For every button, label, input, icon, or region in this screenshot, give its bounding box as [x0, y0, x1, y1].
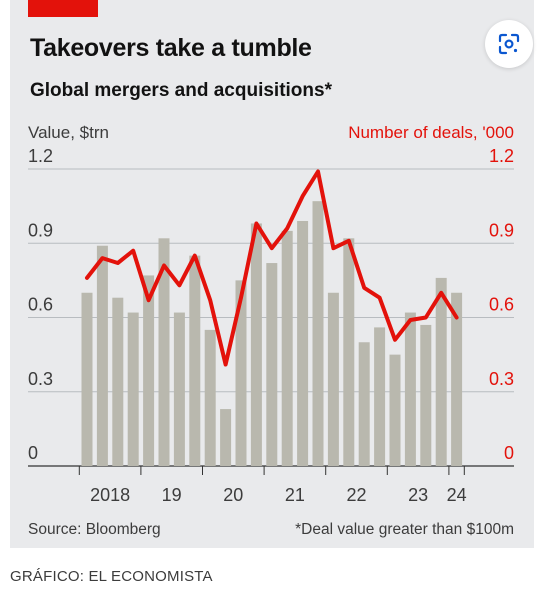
y-tick-label-left: 0.9 [28, 220, 53, 240]
y-tick-label-right: 1.2 [489, 146, 514, 166]
bar [143, 275, 155, 466]
y-tick-label-right: 0 [504, 443, 514, 463]
brand-tag [28, 0, 98, 17]
bar [297, 220, 309, 466]
y-tick-label-right: 0.6 [489, 295, 514, 315]
bar [158, 238, 170, 466]
source-note: Source: Bloomberg [28, 521, 161, 538]
bar [266, 263, 278, 466]
x-tick-label: 20 [223, 485, 243, 505]
bar [374, 327, 386, 466]
y-tick-label-left: 0.6 [28, 295, 53, 315]
y-tick-label-left: 1.2 [28, 146, 53, 166]
bar [220, 409, 232, 466]
y-tick-label-right: 0.9 [489, 220, 514, 240]
bar [81, 292, 93, 466]
image-credit: GRÁFICO: EL ECONOMISTA [10, 568, 213, 585]
bar [96, 245, 108, 466]
bar [343, 238, 355, 466]
lens-search-button[interactable] [485, 20, 533, 68]
footnote: *Deal value greater than $100m [295, 521, 514, 538]
x-tick-label: 23 [408, 485, 428, 505]
bar [312, 201, 324, 467]
x-tick-label: 21 [285, 485, 305, 505]
x-tick-label: 2018 [90, 485, 130, 505]
bar [281, 230, 293, 466]
bar [404, 312, 416, 466]
bar [235, 280, 247, 466]
chart-plot: 1.2 1.2 0.9 0.9 0.6 0.6 0.3 0.3 0 0 Value, $trn Num… [28, 123, 514, 538]
bar [420, 324, 432, 466]
bar [112, 297, 124, 466]
bar [358, 342, 370, 466]
x-tick-label: 19 [162, 485, 182, 505]
deals-line [85, 169, 459, 367]
y-tick-label-left: 0.3 [28, 369, 53, 389]
bar [389, 354, 401, 466]
chart-title: Takeovers take a tumble [30, 34, 312, 62]
bar [435, 277, 447, 466]
bar [173, 312, 185, 466]
x-tick-label: 22 [346, 485, 366, 505]
google-lens-icon [498, 33, 520, 55]
bar [250, 223, 262, 466]
bar [327, 292, 339, 466]
y-tick-label-right: 0.3 [489, 369, 514, 389]
y-axis-title-right: Number of deals, '000 [348, 123, 514, 142]
y-tick-label-left: 0 [28, 443, 38, 463]
bar [189, 255, 201, 466]
x-tick-label: 24 [447, 485, 467, 505]
bar [451, 292, 463, 466]
y-axis-title-left: Value, $trn [28, 123, 109, 142]
chart-subtitle: Global mergers and acquisitions* [30, 80, 332, 101]
bar [127, 312, 139, 466]
bar [204, 329, 216, 466]
